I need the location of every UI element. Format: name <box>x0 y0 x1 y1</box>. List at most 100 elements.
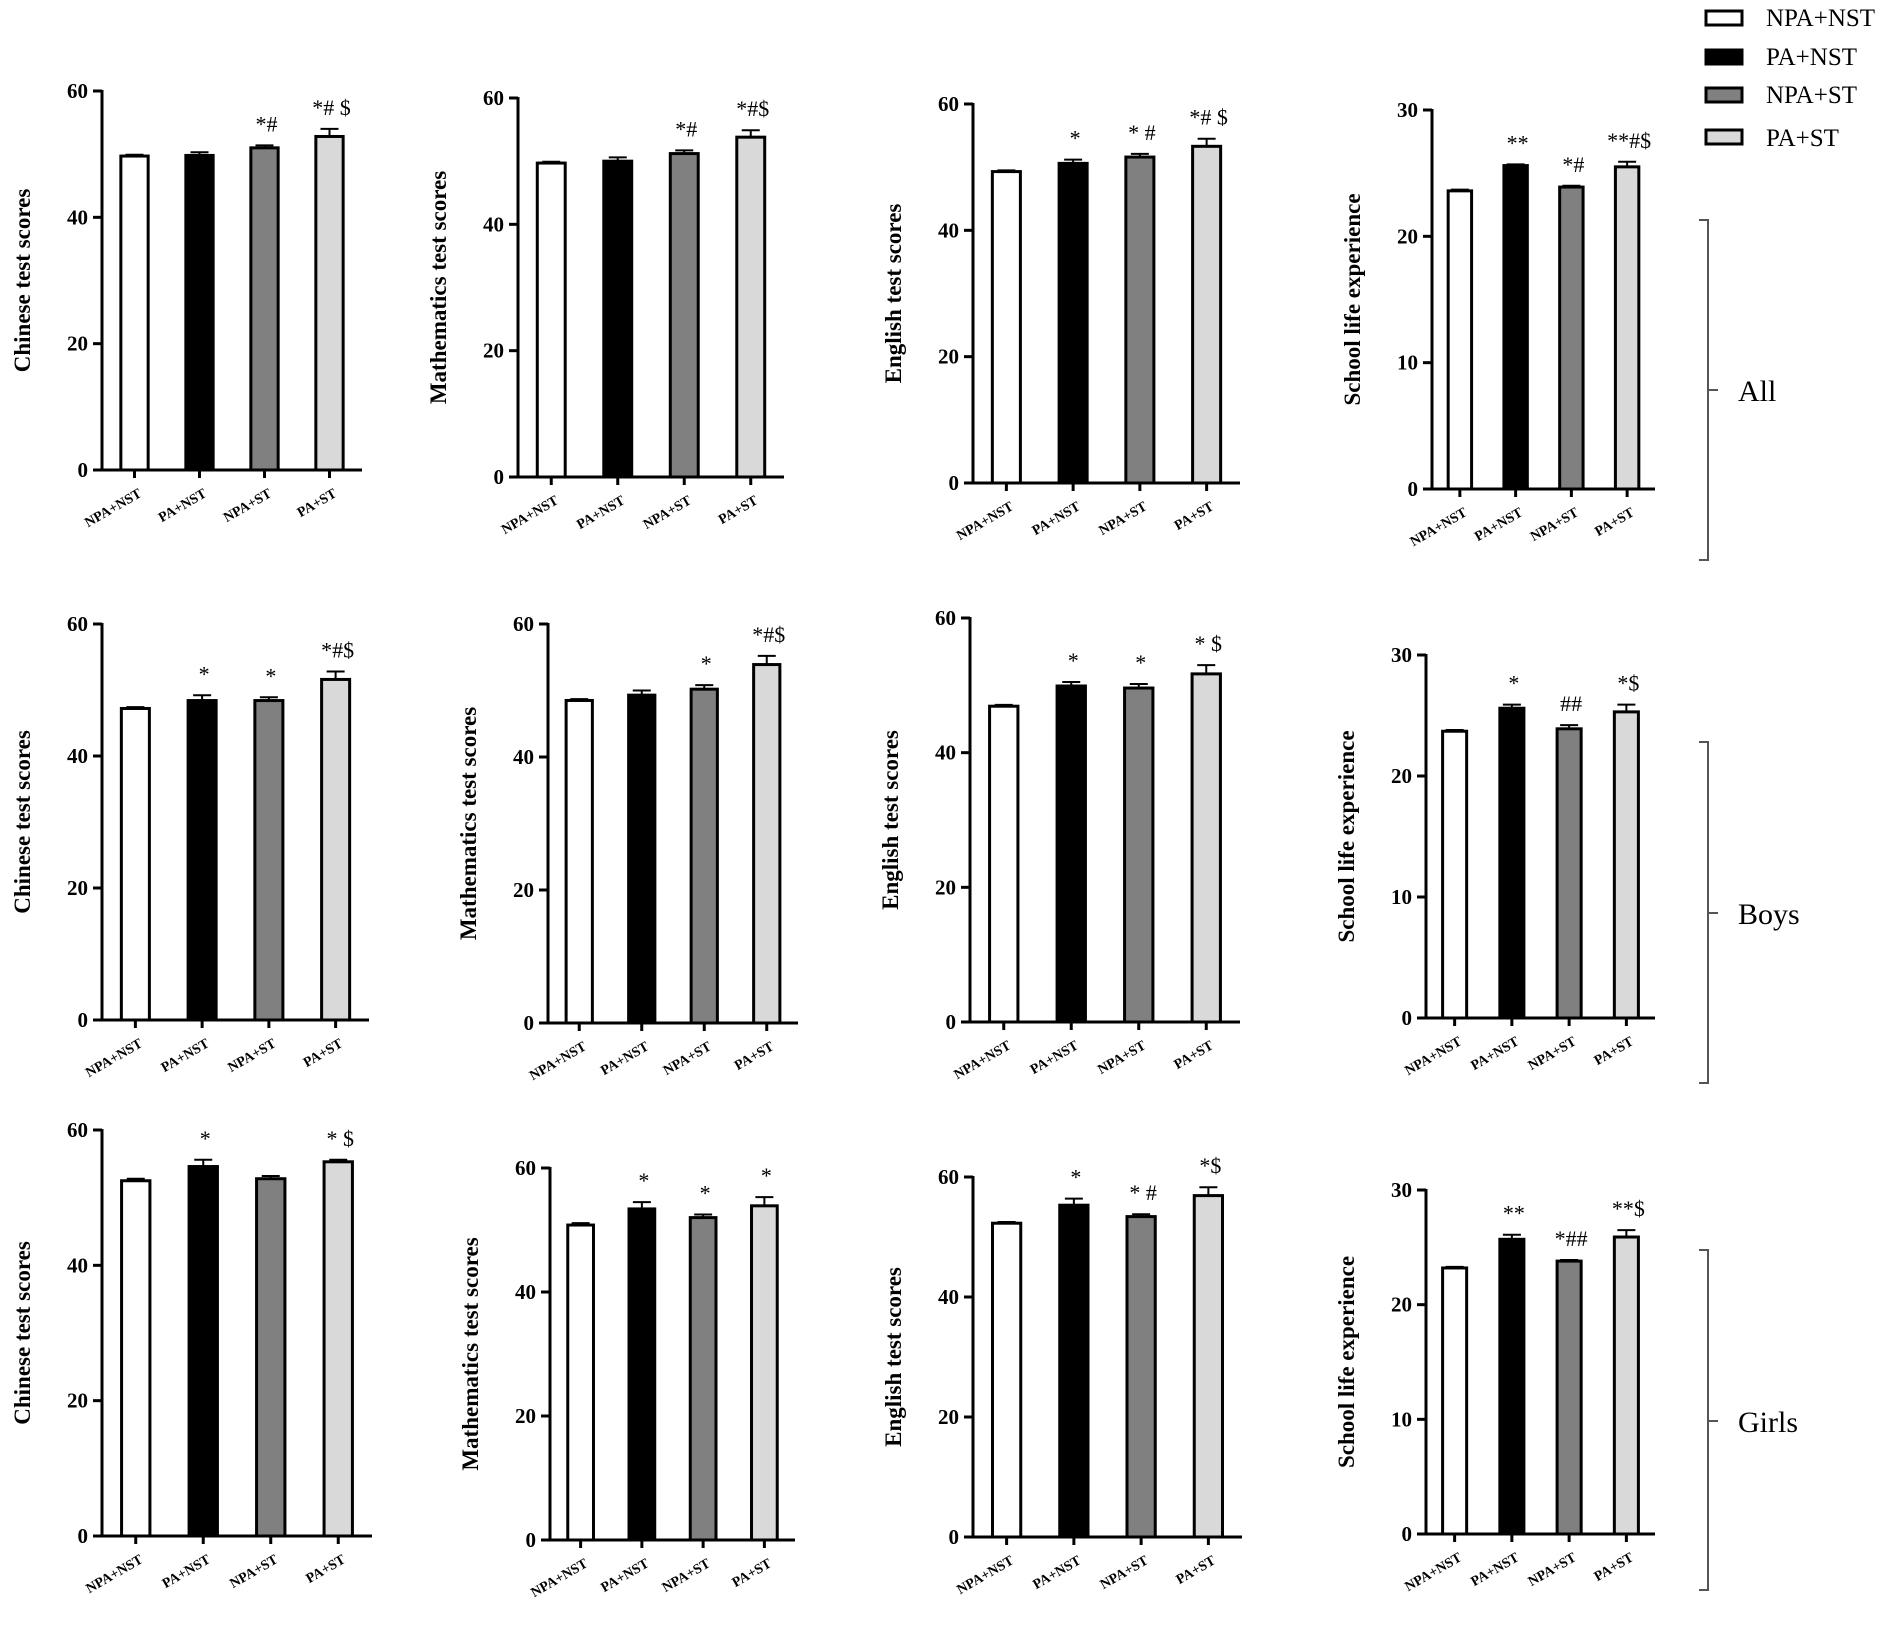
y-tick-label: 10 <box>1391 885 1412 909</box>
x-tick-label-pa-st: PA+ST <box>716 493 761 528</box>
y-tick-label: 0 <box>946 1010 957 1034</box>
group-bracket-boys <box>1699 741 1718 1084</box>
y-axis-label: Mathematics test scores <box>426 171 451 404</box>
significance-label-pa-st: **#$ <box>1607 128 1651 153</box>
x-tick-label-pa-nst: PA+NST <box>1472 505 1526 545</box>
y-tick-label: 20 <box>1391 1293 1412 1317</box>
y-tick-label: 0 <box>78 1524 89 1548</box>
y-tick-label: 20 <box>1397 224 1418 248</box>
x-tick-label-pa-nst: PA+NST <box>1469 1034 1523 1074</box>
legend: NPA+NST PA+NST NPA+ST PA+ST <box>1704 5 1875 152</box>
panel-girls-chinese-test-scores: 0 20 40 60 Chinese test scores NPA+NST PA+NST *… <box>10 1118 372 1597</box>
x-tick-label-npa-st: NPA+ST <box>1098 1553 1152 1593</box>
bar-npa-st <box>1124 155 1156 485</box>
y-axis-label: English test scores <box>878 730 903 910</box>
x-tick-label-pa-st: PA+ST <box>1592 1034 1637 1069</box>
x-tick-label-pa-nst: PA+NST <box>1469 1550 1523 1590</box>
bar-npa-nst <box>988 704 1020 1024</box>
x-tick-label-npa-nst: NPA+NST <box>1403 1034 1466 1079</box>
y-tick-label: 0 <box>949 471 960 495</box>
significance-label-npa-st: *# <box>675 116 697 141</box>
y-tick-label: 40 <box>938 1285 959 1309</box>
legend-label-pa-nst: PA+NST <box>1766 44 1857 71</box>
panel-girls-english-test-scores: 0 20 40 60 English test scores NPA+NST PA+NST *… <box>881 1153 1242 1598</box>
legend-swatch-pa-st <box>1704 128 1744 146</box>
x-tick-label-npa-st: NPA+ST <box>1528 505 1582 545</box>
panel-girls-school-life-experience: 0 10 20 30 School life experience NPA+NST PA+N… <box>1334 1178 1655 1595</box>
y-tick-label: 0 <box>1408 477 1419 501</box>
x-tick-label-npa-nst: NPA+NST <box>499 493 562 538</box>
bar-npa-nst <box>566 1223 595 1542</box>
y-tick-label: 20 <box>938 345 959 369</box>
panel-all-english-test-scores: 0 20 40 60 English test scores NPA+NST PA+NST *… <box>881 92 1240 544</box>
bar-pa-nst <box>1058 1203 1090 1539</box>
significance-label-pa-nst: * <box>199 661 210 686</box>
significance-label-pa-nst: ** <box>1507 130 1529 155</box>
x-tick-label-pa-st: PA+ST <box>1592 1550 1637 1585</box>
significance-label-pa-st: *$ <box>1199 1153 1221 1178</box>
y-axis-label: Chinese test scores <box>10 189 35 373</box>
group-bracket-girls <box>1699 1249 1718 1591</box>
bar-npa-nst <box>1441 729 1469 1020</box>
y-tick-label: 0 <box>526 1528 537 1552</box>
significance-label-pa-st: * <box>761 1163 772 1188</box>
bar-npa-st <box>1123 686 1155 1024</box>
bar-pa-st <box>1190 672 1222 1024</box>
y-tick-label: 60 <box>67 1118 88 1142</box>
legend-swatch-npa-nst <box>1704 9 1744 27</box>
bar-npa-st <box>1125 1215 1157 1539</box>
significance-label-pa-nst: * <box>638 1168 649 1193</box>
x-tick-label-pa-st: PA+ST <box>1172 1038 1217 1073</box>
x-tick-label-pa-nst: PA+NST <box>1030 499 1084 539</box>
x-tick-label-npa-st: NPA+ST <box>1526 1034 1580 1074</box>
x-tick-label-npa-nst: NPA+NST <box>82 486 145 531</box>
panel-boys-chinese-test-scores: 0 20 40 60 Chinese test scores NPA+NST PA+NST *… <box>10 612 369 1081</box>
bar-npa-nst <box>564 698 594 1025</box>
y-axis-label: Mathematics test scores <box>456 707 481 940</box>
bar-pa-st <box>750 1204 779 1542</box>
panel-all-school-life-experience: 0 10 20 30 School life experience NPA+NST PA+N… <box>1340 98 1655 550</box>
x-tick-label-pa-st: PA+ST <box>295 486 340 521</box>
bar-pa-st <box>322 1160 354 1538</box>
legend-swatch-npa-st <box>1704 86 1744 104</box>
panel-boys-school-life-experience: 0 10 20 30 School life experience NPA+NST PA+N… <box>1334 643 1655 1079</box>
bar-npa-st <box>688 1216 718 1542</box>
bar-pa-nst <box>1498 1237 1526 1536</box>
y-axis-label: School life experience <box>1334 730 1359 942</box>
x-tick-label-pa-st: PA+ST <box>1172 499 1217 534</box>
legend-item-npa-nst: NPA+NST <box>1704 5 1875 32</box>
significance-label-npa-st: *# <box>1562 152 1584 177</box>
y-tick-label: 40 <box>67 205 88 229</box>
group-all: All <box>1699 219 1776 561</box>
bar-pa-nst <box>627 693 657 1025</box>
y-tick-label: 40 <box>67 744 88 768</box>
group-girls: Girls <box>1699 1249 1798 1591</box>
x-tick-label-npa-st: NPA+ST <box>221 486 275 526</box>
y-tick-label: 0 <box>524 1011 535 1035</box>
x-tick-label-npa-st: NPA+ST <box>1097 499 1151 539</box>
x-tick-label-npa-st: NPA+ST <box>1095 1038 1149 1078</box>
significance-label-npa-st: * <box>700 1181 711 1206</box>
y-tick-label: 60 <box>67 79 88 103</box>
group-label-girls: Girls <box>1738 1406 1798 1439</box>
x-tick-label-pa-nst: PA+NST <box>1031 1553 1085 1593</box>
panel-boys-english-test-scores: 0 20 40 60 English test scores NPA+NST PA+NST *… <box>878 606 1240 1083</box>
y-tick-label: 0 <box>494 465 505 489</box>
significance-label-npa-st: * # <box>1128 120 1156 145</box>
significance-label-npa-st: * <box>1135 650 1146 675</box>
x-tick-label-pa-nst: PA+NST <box>598 1039 652 1079</box>
bar-npa-nst <box>535 161 567 479</box>
group-bracket-all <box>1699 219 1718 561</box>
group-boys: Boys <box>1699 741 1800 1084</box>
bar-npa-st <box>255 1177 287 1538</box>
x-tick-label-npa-nst: NPA+NST <box>1408 505 1471 550</box>
significance-label-pa-nst: * <box>1070 1165 1081 1190</box>
significance-label-pa-nst: ** <box>1503 1201 1525 1226</box>
x-tick-label-npa-nst: NPA+NST <box>83 1036 146 1081</box>
x-tick-label-npa-st: NPA+ST <box>641 493 695 533</box>
group-label-boys: Boys <box>1738 898 1800 931</box>
bar-pa-nst <box>1498 706 1526 1020</box>
significance-label-pa-st: **$ <box>1612 1196 1645 1221</box>
